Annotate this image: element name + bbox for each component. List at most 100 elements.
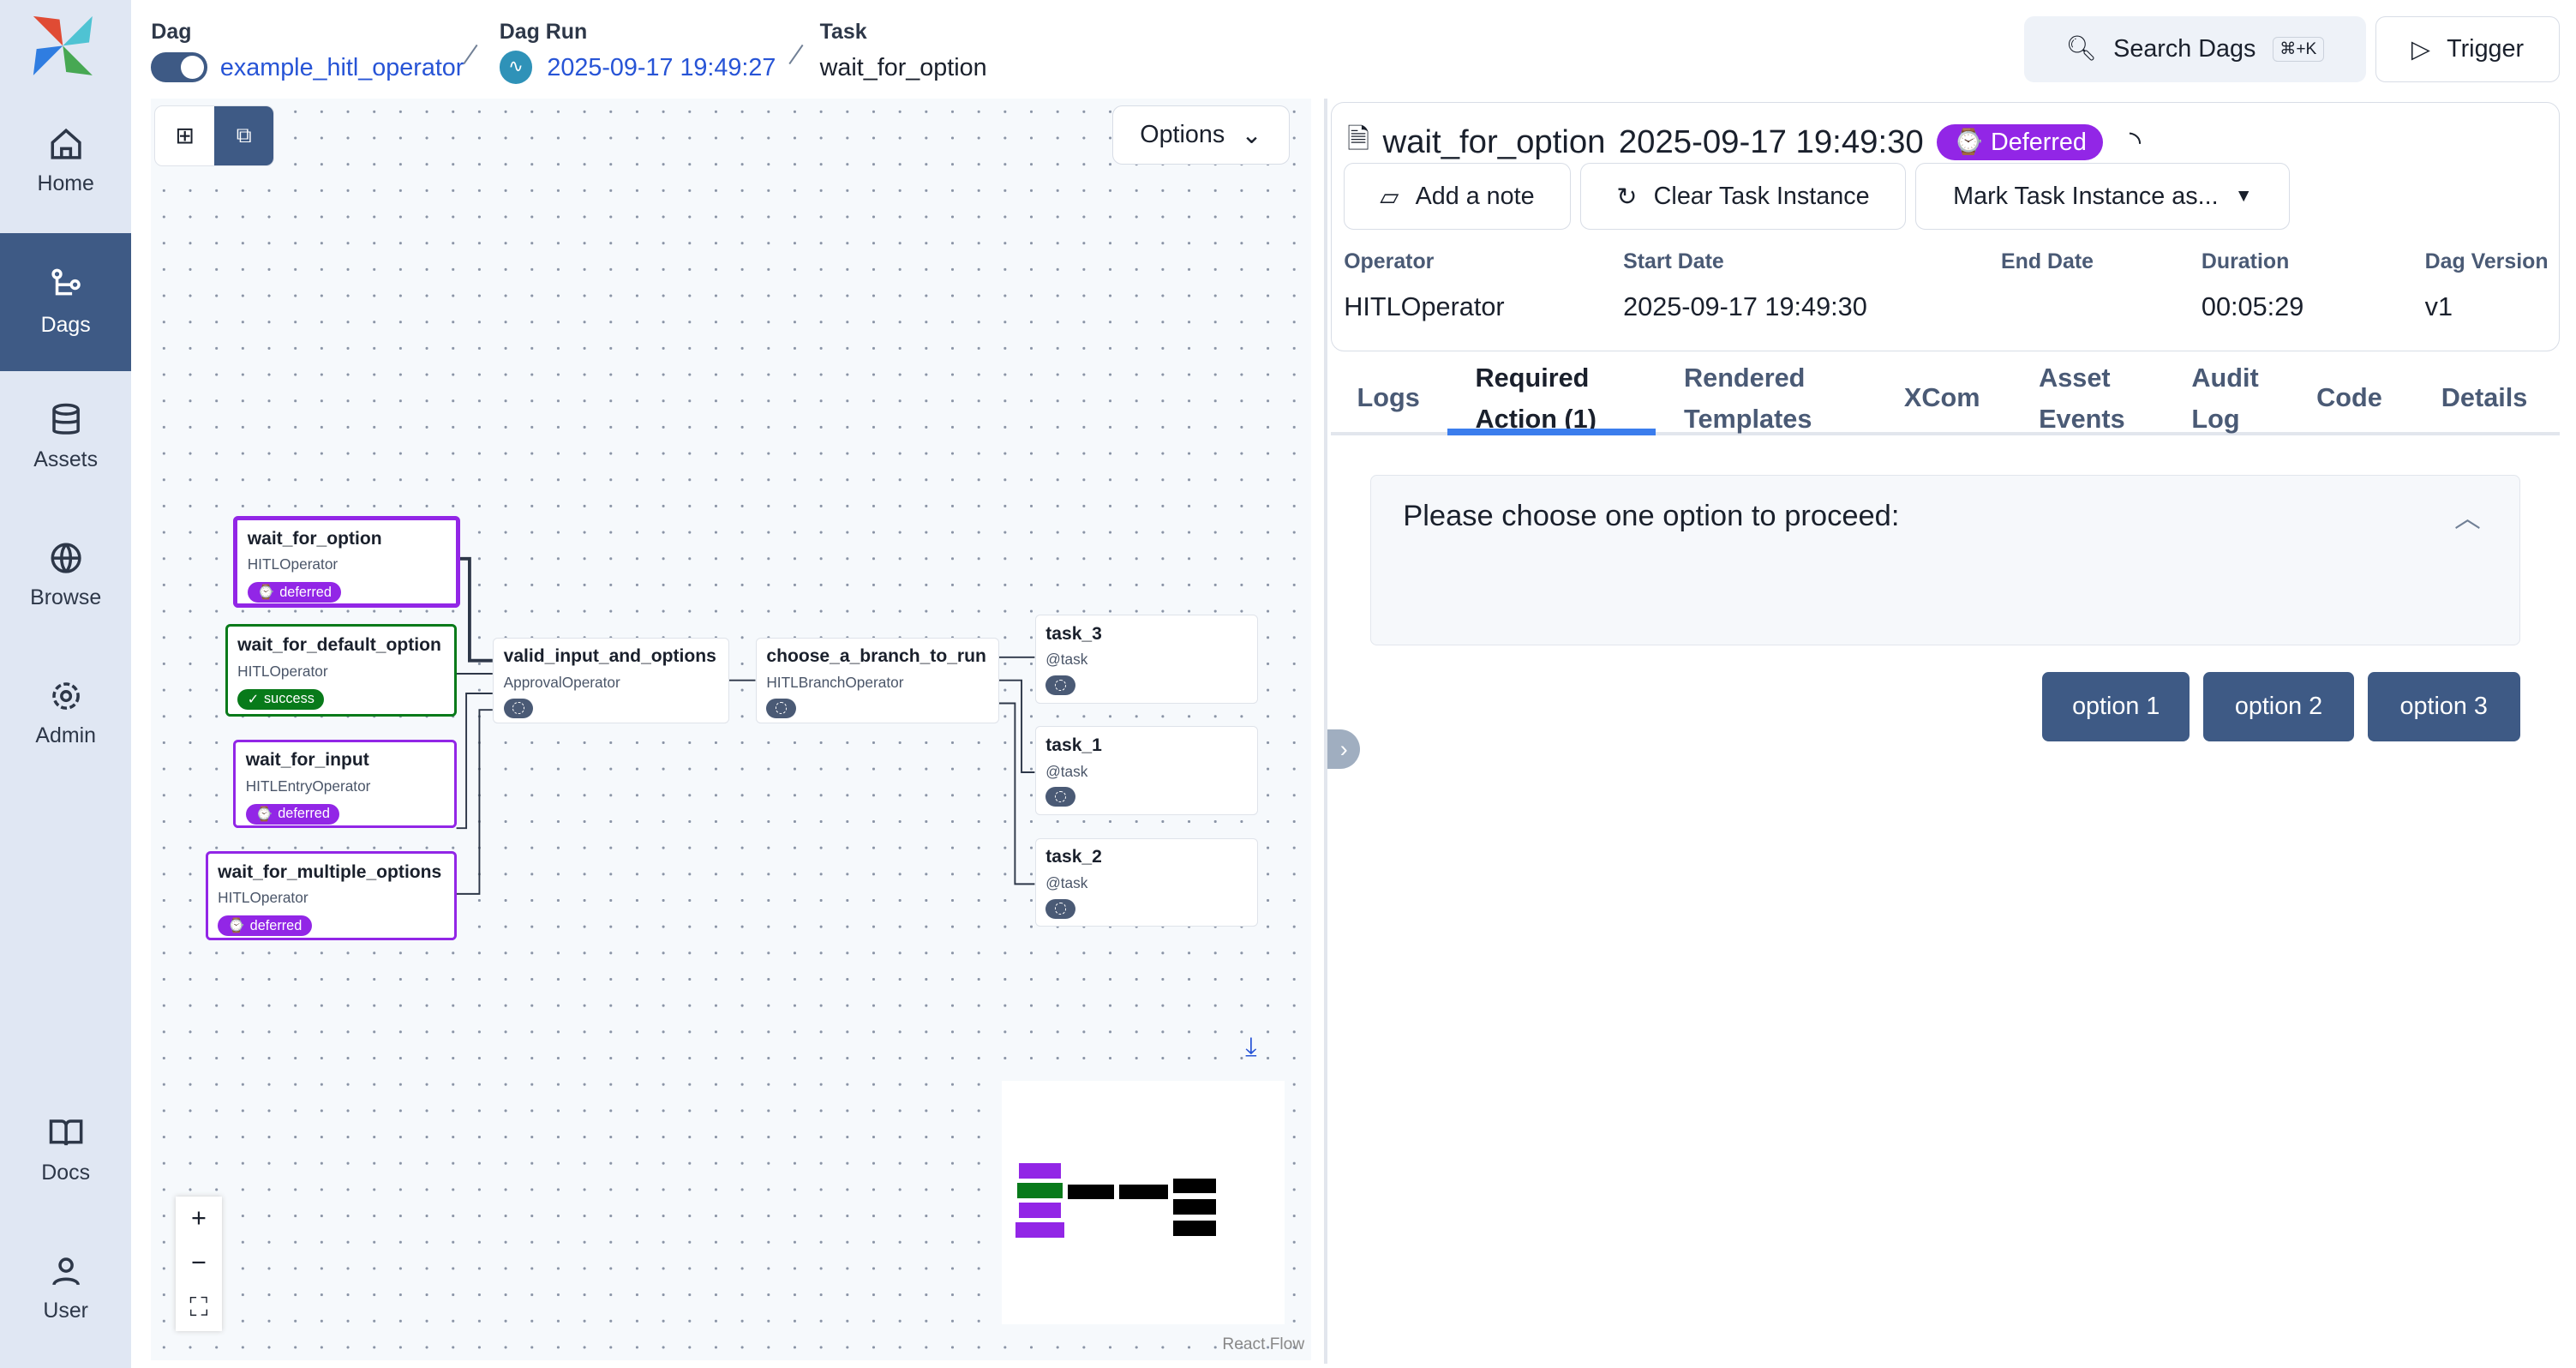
node-name: task_2 (1045, 847, 1102, 867)
minimap[interactable] (1002, 1081, 1285, 1325)
download-icon[interactable]: ⤓ (1245, 1031, 1257, 1061)
tab-required-action[interactable]: Required Action (1) (1475, 363, 1597, 434)
node-operator: HITLOperator (218, 889, 309, 907)
graph-node[interactable]: wait_for_option HITLOperator ⌚ deferred (233, 515, 460, 609)
home-icon (51, 128, 81, 159)
fit-view-button[interactable]: ⛶ (189, 1293, 208, 1323)
no-status-icon (503, 698, 534, 718)
task-instance-header (1330, 101, 2560, 352)
node-name: wait_for_default_option (237, 635, 441, 656)
option-3-button[interactable]: option 3 (2367, 672, 2520, 741)
options-label: Options (1140, 120, 1225, 148)
tab-asset-events[interactable]: Asset Events (2039, 363, 2125, 434)
grid-view-button[interactable]: ⊞ (175, 122, 195, 148)
breadcrumb-separator (463, 44, 478, 64)
dag-pause-toggle[interactable] (151, 52, 207, 82)
node-operator: HITLOperator (247, 555, 338, 573)
sidebar-item-assets[interactable]: Assets (0, 371, 131, 502)
sidebar-item-label: Assets (33, 447, 99, 472)
button-label: Add a note (1415, 182, 1535, 210)
node-operator: @task (1045, 873, 1088, 891)
state-badge: ⌚ deferred (247, 582, 342, 603)
breadcrumb-run-label: Dag Run (499, 20, 588, 44)
node-operator: HITLBranchOperator (766, 674, 904, 692)
node-operator: HITLEntryOperator (245, 777, 371, 795)
expand-panel-button[interactable]: › (1327, 729, 1361, 770)
graph-node[interactable]: wait_for_input HITLEntryOperator ⌚ deferre… (233, 739, 457, 829)
breadcrumb-separator (788, 44, 804, 64)
search-shortcut: ⌘+K (2272, 36, 2324, 63)
options-button[interactable]: Options ⌄ (1111, 105, 1290, 165)
meta-label: Start Date (1623, 249, 1724, 274)
button-label: Clear Task Instance (1653, 182, 1870, 210)
task-title-row: 🗎︎ wait_for_option 2025-09-17 19:49:30 ⌚… (1347, 118, 2141, 166)
panel-resizer[interactable] (1324, 99, 1327, 1365)
zoom-out-button[interactable]: − (190, 1248, 207, 1278)
sidebar-item-label: Browse (30, 585, 102, 610)
breadcrumb-dag-label: Dag (151, 20, 192, 44)
graph-node[interactable]: valid_input_and_options ApprovalOperator (493, 637, 730, 723)
airflow-logo[interactable] (30, 13, 96, 79)
node-operator: ApprovalOperator (503, 674, 620, 692)
sidebar-item-docs[interactable]: Docs (0, 1084, 131, 1215)
graph-node[interactable]: task_2 @task (1034, 837, 1259, 927)
file-check-icon: 🗎︎ (1347, 123, 1370, 155)
globe-icon (51, 543, 81, 573)
sidebar-item-label: User (43, 1299, 88, 1323)
no-status-icon (766, 698, 796, 718)
tab-xcom[interactable]: XCom (1903, 382, 1980, 412)
node-operator: @task (1045, 762, 1088, 780)
meta-value: HITLOperator (1344, 292, 1505, 322)
node-name: valid_input_and_options (503, 646, 716, 667)
tab-logs[interactable]: Logs (1357, 382, 1420, 412)
zoom-in-button[interactable]: + (190, 1203, 207, 1233)
button-label: Mark Task Instance as... (1953, 182, 2219, 210)
note-icon: ▱ (1380, 183, 1399, 211)
option-2-button[interactable]: option 2 (2202, 672, 2355, 741)
graph-canvas[interactable]: ⊞ ⧉ Options ⌄ wait_for_option HITLOperator… (151, 99, 1311, 1361)
search-dags-button[interactable]: 🔍︎ Search Dags ⌘+K (2023, 16, 2366, 82)
add-note-button[interactable]: ▱ Add a note (1344, 162, 1571, 231)
breadcrumb-run-link[interactable]: 2025-09-17 19:49:27 (547, 54, 776, 82)
sidebar-item-label: Home (37, 171, 94, 196)
user-icon (51, 1257, 80, 1286)
play-icon: ▷ (2411, 35, 2430, 63)
run-pulse-icon: ∿ (499, 51, 533, 84)
task-date: 2025-09-17 19:49:30 (1618, 123, 1924, 161)
graph-node[interactable]: task_1 @task (1034, 726, 1259, 815)
sidebar-item-admin[interactable]: Admin (0, 647, 131, 778)
option-1-button[interactable]: option 1 (2041, 672, 2190, 741)
sidebar-item-label: Dags (40, 313, 91, 338)
breadcrumb-task: wait_for_option (819, 54, 987, 82)
graph-node[interactable]: wait_for_multiple_options HITLOperator ⌚ d… (205, 851, 457, 940)
sidebar-item-user[interactable]: User (0, 1222, 131, 1353)
dags-icon (51, 269, 81, 296)
mark-task-instance-dropdown[interactable]: Mark Task Instance as... ▼ (1915, 162, 2291, 231)
graph-view-button[interactable]: ⧉ (214, 105, 274, 165)
gear-icon (51, 681, 80, 710)
graph-node[interactable]: choose_a_branch_to_run HITLBranchOperator (755, 637, 999, 723)
refresh-icon: ↻ (1616, 183, 1638, 211)
tab-rendered-templates[interactable]: Rendered Templates (1684, 363, 1812, 434)
trigger-button[interactable]: ▷ Trigger (2375, 16, 2560, 82)
view-toggle: ⊞ ⧉ (154, 105, 275, 166)
chevron-up-icon[interactable]: ︿ (2454, 503, 2481, 533)
breadcrumb-dag-link[interactable]: example_hitl_operator (219, 54, 464, 82)
sidebar-item-home[interactable]: Home (0, 95, 131, 226)
graph-node[interactable]: task_3 @task (1034, 614, 1259, 704)
clear-task-instance-button[interactable]: ↻ Clear Task Instance (1580, 162, 1906, 231)
node-operator: @task (1045, 651, 1088, 669)
react-flow-attribution[interactable]: React Flow (1222, 1335, 1305, 1353)
trigger-label: Trigger (2447, 34, 2525, 63)
state-badge: ⌚ deferred (245, 804, 340, 825)
sidebar-item-browse[interactable]: Browse (0, 509, 131, 640)
node-name: wait_for_option (247, 528, 382, 549)
tab-details[interactable]: Details (2441, 382, 2528, 412)
database-icon (51, 403, 80, 435)
tab-code[interactable]: Code (2316, 382, 2382, 412)
graph-node[interactable]: wait_for_default_option HITLOperator ✓ suc… (225, 624, 457, 717)
meta-label: Duration (2201, 249, 2290, 274)
task-title: wait_for_option (1382, 123, 1606, 161)
tab-audit-log[interactable]: Audit Log (2191, 363, 2259, 434)
sidebar-item-dags[interactable]: Dags (0, 233, 132, 372)
